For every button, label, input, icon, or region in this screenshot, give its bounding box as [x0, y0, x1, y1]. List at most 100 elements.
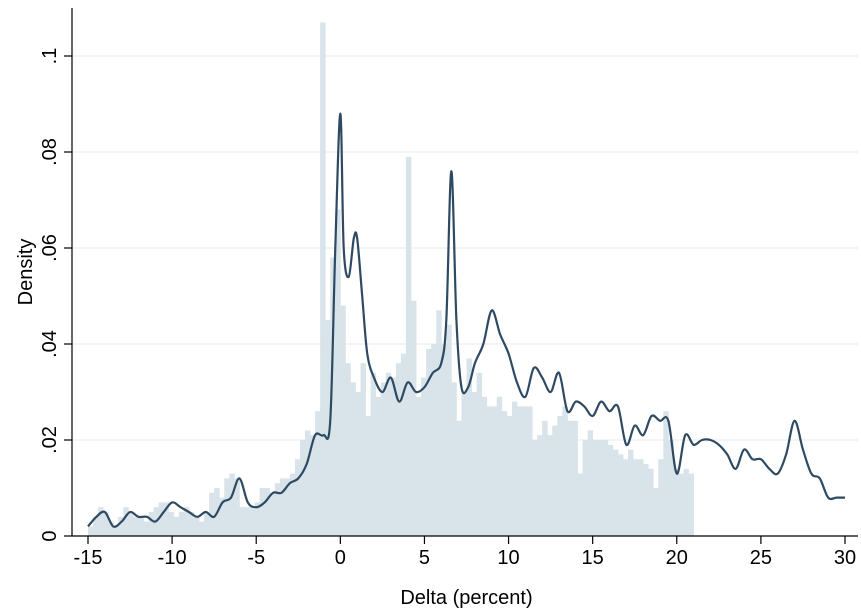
histogram-bar-19 — [183, 507, 190, 536]
histogram-bar-61 — [395, 363, 402, 536]
histogram-bar-74 — [461, 392, 467, 536]
histogram-bar-86 — [522, 406, 528, 536]
histogram-bar-35 — [264, 488, 271, 536]
histogram-bar-10 — [138, 516, 144, 536]
histogram-bar-52 — [350, 382, 356, 536]
histogram-bar-76 — [471, 392, 477, 536]
histogram-bar-103 — [607, 444, 614, 536]
histogram-bar-81 — [496, 396, 503, 536]
histogram-bar-48 — [330, 257, 336, 536]
histogram-bar-92 — [552, 425, 558, 536]
histogram-bar-43 — [305, 430, 311, 536]
histogram-bar-87 — [527, 406, 533, 536]
histogram-bar-72 — [451, 382, 457, 536]
histogram-bar-105 — [617, 454, 624, 536]
histogram-bar-90 — [542, 420, 548, 536]
histogram-bar-88 — [532, 440, 538, 536]
histogram-bar-42 — [299, 440, 306, 536]
histogram-bar-18 — [178, 512, 185, 536]
histogram-bar-2 — [98, 507, 104, 536]
histogram-bar-68 — [431, 344, 437, 536]
y-tick-label-3: .06 — [39, 234, 61, 262]
histogram-bar-91 — [547, 435, 553, 536]
histogram-bar-75 — [466, 358, 472, 536]
histogram-bar-20 — [188, 512, 195, 536]
x-axis-title: Delta (percent) — [400, 587, 532, 609]
histogram-bar-119 — [688, 473, 694, 536]
histogram-bar-100 — [592, 440, 599, 536]
gridlines — [72, 55, 858, 441]
histogram-bar-7 — [123, 507, 129, 536]
histogram-bar-110 — [643, 464, 649, 536]
histogram-bar-60 — [390, 377, 397, 536]
histogram-bar-116 — [673, 468, 679, 536]
histogram-bar-79 — [486, 406, 493, 536]
histogram-bar-24 — [209, 492, 215, 536]
histogram-bar-71 — [446, 324, 452, 536]
histogram-bar-93 — [557, 416, 563, 536]
histogram-bar-108 — [633, 459, 639, 536]
histogram-bar-40 — [289, 473, 296, 536]
histogram-bar-47 — [325, 320, 331, 536]
histogram-bar-23 — [204, 512, 210, 536]
histogram-bar-70 — [441, 344, 447, 536]
histogram-bar-78 — [481, 396, 488, 536]
histogram-bar-57 — [375, 396, 382, 536]
histogram-bar-26 — [219, 497, 225, 536]
x-tick-label-4: 5 — [419, 547, 430, 569]
histogram-bar-77 — [476, 372, 483, 536]
histogram-bar-53 — [355, 392, 361, 536]
histogram-bar-104 — [612, 449, 619, 536]
x-tick-label-7: 20 — [666, 547, 688, 569]
histogram-bar-95 — [567, 420, 573, 536]
histogram-bar-44 — [310, 435, 316, 536]
histogram-bar-17 — [173, 516, 180, 536]
histogram-bar-64 — [410, 300, 417, 536]
histogram-bar-6 — [118, 516, 124, 536]
histogram-bar-63 — [405, 156, 412, 537]
histogram-bar-21 — [193, 516, 200, 536]
histogram-bar-11 — [143, 521, 149, 536]
histogram-bar-28 — [229, 473, 235, 536]
histogram-bar-5 — [113, 526, 119, 536]
histogram-bar-3 — [103, 512, 109, 536]
histogram-bar-115 — [668, 440, 674, 536]
histogram-bar-69 — [436, 310, 442, 536]
histogram-bar-54 — [360, 363, 366, 536]
histogram-bar-109 — [638, 459, 644, 536]
histogram-bar-39 — [284, 478, 291, 536]
histogram-bar-45 — [315, 411, 321, 536]
histogram-bar-49 — [335, 209, 341, 536]
histogram-bar-36 — [269, 492, 276, 536]
y-tick-label-5: .1 — [39, 48, 61, 65]
histogram-bar-22 — [199, 521, 205, 536]
histogram-bar-96 — [572, 420, 578, 536]
x-tick-label-8: 25 — [750, 547, 772, 569]
histogram-bar-50 — [340, 305, 346, 536]
histogram-bar-30 — [239, 507, 245, 536]
y-axis-title: Density — [15, 239, 37, 306]
histogram-bar-102 — [602, 440, 609, 536]
histogram-bar-82 — [501, 411, 508, 536]
histogram-bar-15 — [163, 502, 170, 536]
x-tick-label-6: 15 — [582, 547, 604, 569]
x-tick-label-2: -5 — [247, 547, 265, 569]
y-axis-ticks: 0 .02 .04 .06 .08 .1 — [39, 48, 72, 542]
y-tick-label-2: .04 — [39, 330, 61, 358]
histogram-bar-94 — [562, 406, 568, 536]
histogram-bar-29 — [234, 478, 240, 536]
histogram-bar-114 — [663, 411, 669, 536]
y-tick-label-0: 0 — [39, 530, 61, 541]
x-axis-ticks: -15 -10 -5 0 5 10 15 20 25 30 — [74, 536, 856, 569]
histogram-bar-41 — [294, 459, 301, 536]
histogram-bar-34 — [259, 488, 266, 536]
histogram-bar-62 — [400, 353, 407, 536]
x-tick-label-5: 10 — [497, 547, 519, 569]
x-tick-label-1: -10 — [158, 547, 187, 569]
histogram-bar-106 — [622, 459, 629, 536]
histogram-bar-99 — [587, 430, 594, 536]
axes — [71, 8, 858, 537]
histogram-bar-107 — [627, 449, 634, 536]
histogram-bar-14 — [158, 502, 165, 536]
